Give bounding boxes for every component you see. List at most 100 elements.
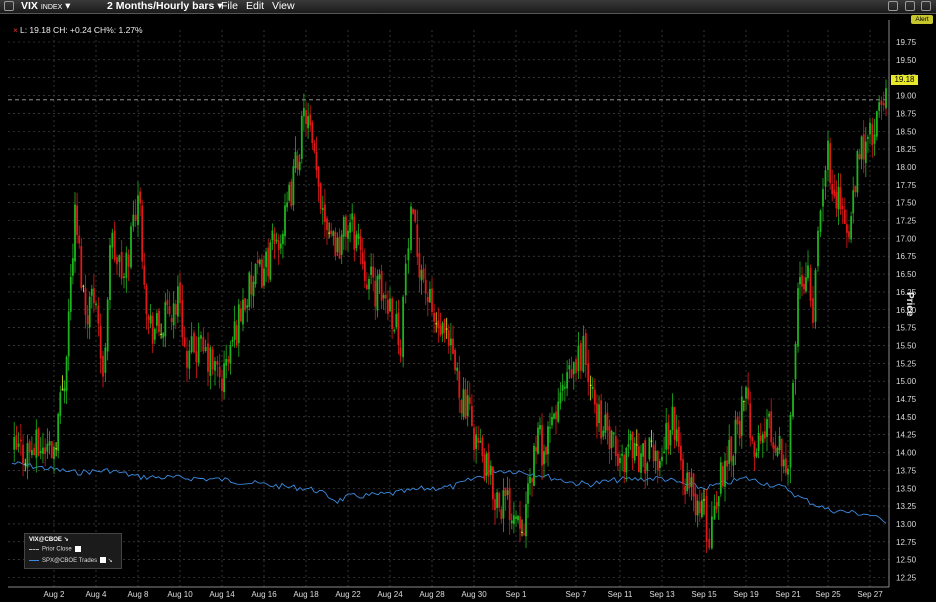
candle-body [766,419,768,437]
candle-body [130,226,132,268]
candle-body [471,405,473,427]
candle-body [59,392,62,416]
candle-body [225,359,228,366]
candle-body [726,460,728,467]
candle-body [724,460,726,487]
candle-body [680,445,682,461]
close-icon[interactable] [921,1,931,11]
menu-edit[interactable]: Edit [246,0,265,12]
y-tick-label: 17.25 [896,217,917,226]
y-tick-label: 18.25 [896,145,917,154]
candle-body [561,384,564,391]
candle-body [67,311,70,357]
candle-body [290,181,293,207]
candle-body [265,251,267,268]
candle-body [433,312,435,322]
y-tick-label: 13.00 [896,520,917,529]
candle-body [216,361,219,365]
candle-body [256,260,259,264]
candle-body [764,431,766,439]
checkbox-spx[interactable] [100,557,107,564]
candle-body [551,416,553,426]
candle-body [39,450,42,454]
candle-body [682,459,684,485]
candle-body [127,254,130,267]
candle-body [190,336,193,353]
candle-body [504,487,507,496]
pin-icon[interactable]: ↘ [63,537,69,543]
candle-body [195,351,198,363]
candle-body [738,420,741,439]
candle-body [768,413,770,417]
candle-body [527,483,529,504]
candle-body [671,406,674,430]
restore-icon[interactable] [888,1,898,11]
candle-body [698,501,701,514]
candle-body [669,429,672,446]
candle-body [690,477,693,487]
menu-file[interactable]: File [221,0,238,12]
candle-body [181,300,184,338]
candle-body [582,335,585,372]
candle-body [429,288,431,303]
alert-button[interactable]: Alert [911,15,933,24]
candle-body [298,161,301,171]
candle-body [76,205,78,236]
candle-body [387,299,389,314]
checkbox-prior-close[interactable] [74,546,81,552]
candle-body [61,389,64,391]
legend-item-spx[interactable]: SPX@CBOE Trades ↘ [29,557,113,564]
candle-body [186,350,188,368]
maximize-icon[interactable] [905,1,915,11]
candle-body [416,224,419,257]
candle-body [279,243,282,249]
y-tick-label: 14.00 [896,449,917,458]
candle-body [843,209,846,225]
candle-body [353,216,356,250]
candle-body [395,313,398,328]
candle-body [677,426,680,447]
candle-body [233,321,236,340]
candle-body [30,450,33,455]
candle-body [617,453,619,466]
y-tick-label: 12.50 [896,556,917,565]
candle-body [84,288,87,315]
candle-body [819,210,822,233]
candle-body [311,122,314,143]
candle-body [282,233,284,244]
candle-body [785,458,787,473]
candle-body [869,122,871,135]
candle-body [376,275,379,311]
candle-body [88,296,91,328]
candle-body [696,500,699,516]
legend-item-prior-close[interactable]: Prior Close [29,546,81,553]
candle-body [807,265,809,279]
candle-body [809,268,812,301]
candle-body [751,437,754,442]
candle-body [324,204,326,223]
candle-body [313,143,316,152]
candle-body [577,345,580,372]
ticker-selector[interactable]: VIX INDEX ▾ [21,0,71,12]
candle-body [805,277,807,292]
candle-body [53,446,55,460]
candle-body [404,263,407,296]
pin-icon[interactable]: ↘ [107,558,113,564]
menu-view[interactable]: View [272,0,295,12]
candle-body [667,422,670,450]
candle-body [688,471,691,489]
close-stats-icon[interactable]: × [13,25,18,35]
candle-body [462,389,465,417]
candle-body [761,434,764,443]
candle-body [303,108,305,117]
candle-body [824,170,827,187]
x-tick-label: Aug 28 [419,590,445,599]
candle-body [466,395,469,416]
candle-body [153,328,156,340]
candle-body [631,431,634,459]
candle-body [606,412,609,431]
window-menu-icon[interactable] [4,1,14,11]
candle-body [640,453,642,473]
range-selector[interactable]: 2 Months/Hourly bars ▾ [107,0,223,12]
candle-body [854,186,857,193]
